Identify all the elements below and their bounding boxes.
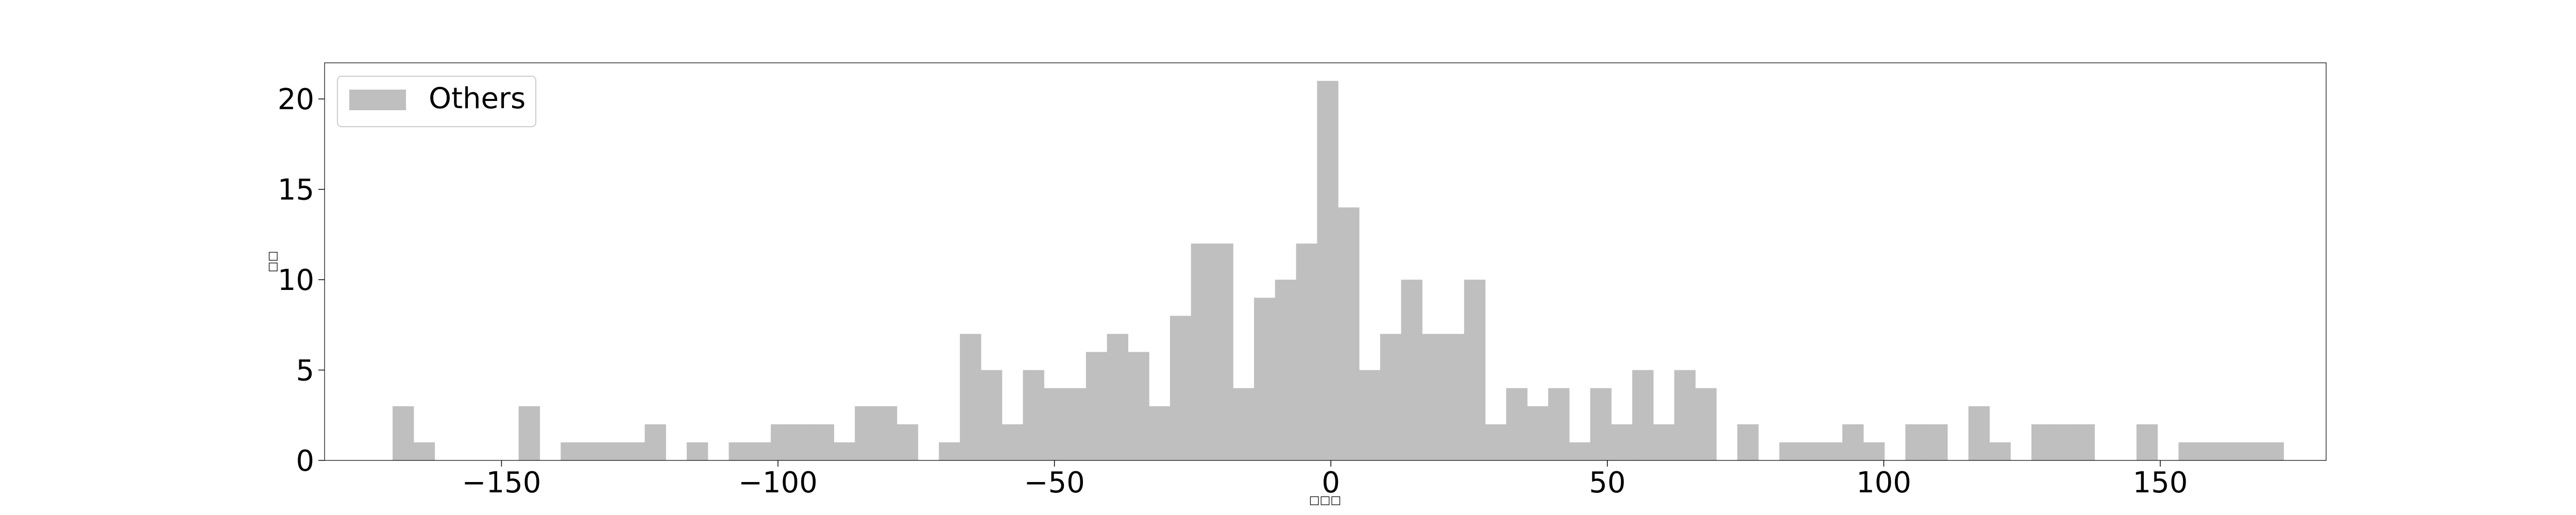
histogram-bar — [2241, 442, 2263, 460]
histogram-bar — [1506, 388, 1528, 460]
y-tick-label: 15 — [278, 174, 314, 207]
x-tick-label: −150 — [462, 466, 541, 500]
histogram-bar — [1254, 298, 1276, 460]
legend: Others — [337, 76, 536, 127]
histogram-bar — [2199, 442, 2221, 460]
histogram-bar — [1821, 442, 1843, 460]
histogram-bar — [1149, 406, 1171, 460]
histogram-bar — [1275, 280, 1297, 460]
histogram-bar — [728, 442, 750, 460]
legend-label-others: Others — [429, 82, 526, 115]
x-axis-label: □□□ — [1309, 494, 1341, 507]
histogram-bar — [1359, 370, 1381, 460]
histogram-bar — [855, 406, 876, 460]
histogram-bar — [1233, 388, 1255, 460]
histogram-bar — [1800, 442, 1822, 460]
histogram-bar — [393, 406, 414, 460]
histogram-bar — [1548, 388, 1570, 460]
histogram-bar — [1401, 280, 1422, 460]
histogram-bar — [582, 442, 603, 460]
histogram-bar — [1170, 316, 1192, 460]
x-tick-label: 0 — [1321, 466, 1340, 500]
histogram-bar — [1443, 334, 1465, 460]
histogram-bar — [2136, 424, 2158, 460]
histogram-bar — [834, 442, 855, 460]
histogram-bar — [1128, 352, 1149, 460]
histogram-bar — [1905, 424, 1927, 460]
histogram-bar — [1107, 334, 1128, 460]
legend-box — [337, 76, 536, 127]
histogram-bar — [2031, 424, 2053, 460]
histogram-bar — [1863, 442, 1885, 460]
histogram-bar — [686, 442, 708, 460]
y-axis-ticks: 0 5 10 15 20 — [278, 83, 325, 478]
histogram-bar — [1674, 370, 1696, 460]
histogram-bar — [1632, 370, 1654, 460]
histogram-bar — [1422, 334, 1444, 460]
histogram-bar — [1485, 424, 1507, 460]
y-tick-label: 20 — [278, 83, 314, 116]
x-axis-ticks: −150 −100 −50 0 50 100 150 — [462, 460, 2188, 500]
histogram-bar — [750, 442, 771, 460]
histogram-bar — [602, 442, 624, 460]
histogram-bar — [980, 370, 1003, 460]
plot-frame — [324, 62, 2327, 461]
histogram-bar — [1296, 243, 1317, 460]
x-tick-label: 50 — [1589, 466, 1625, 500]
histogram-bar — [960, 334, 981, 460]
histogram-bar — [1380, 334, 1402, 460]
histogram-bar — [1065, 388, 1087, 460]
y-tick-label: 10 — [278, 264, 314, 297]
histogram-bars — [393, 81, 2284, 461]
legend-swatch-others — [349, 90, 406, 110]
histogram-bar — [623, 442, 645, 460]
histogram-bar — [1926, 424, 1948, 460]
histogram-bar — [2221, 442, 2242, 460]
histogram-bar — [1653, 424, 1675, 460]
histogram-bar — [1611, 424, 1633, 460]
histogram-bar — [1464, 280, 1486, 460]
histogram-bar — [2052, 424, 2074, 460]
histogram-bar — [812, 424, 835, 460]
histogram-bar — [1023, 370, 1044, 460]
histogram-bar — [518, 406, 540, 460]
histogram-bar — [1317, 81, 1338, 461]
histogram-bar — [2178, 442, 2200, 460]
histogram-bar — [1044, 388, 1065, 460]
y-tick-label: 5 — [296, 354, 314, 388]
histogram-bar — [1590, 388, 1612, 460]
histogram-bar — [645, 424, 666, 460]
histogram-bar — [561, 442, 582, 460]
y-tick-label: 0 — [296, 444, 314, 478]
histogram-bar — [413, 442, 435, 460]
histogram-bar — [1191, 243, 1213, 460]
x-tick-label: −50 — [1024, 466, 1085, 500]
y-axis-label: □□ — [266, 251, 279, 272]
histogram-bar — [939, 442, 960, 460]
histogram-bar — [1737, 424, 1759, 460]
histogram-bar — [896, 424, 919, 460]
histogram-bar — [1527, 406, 1549, 460]
histogram-bar — [2073, 424, 2095, 460]
x-tick-label: 150 — [2133, 466, 2188, 500]
histogram-bar — [1569, 442, 1591, 460]
histogram-bar — [1338, 207, 1360, 460]
histogram-bar — [1002, 424, 1024, 460]
histogram-bar — [771, 424, 792, 460]
histogram-bar — [1779, 442, 1801, 460]
histogram-bar — [791, 424, 814, 460]
x-tick-label: −100 — [738, 466, 818, 500]
histogram-bar — [1695, 388, 1717, 460]
histogram-bar — [875, 406, 897, 460]
histogram-bar — [1212, 243, 1233, 460]
histogram-bar — [1086, 352, 1108, 460]
histogram-bar — [1968, 406, 1990, 460]
histogram-bar — [1842, 424, 1864, 460]
histogram-bar — [2262, 442, 2284, 460]
x-tick-label: 100 — [1856, 466, 1911, 500]
histogram-bar — [1989, 442, 2011, 460]
